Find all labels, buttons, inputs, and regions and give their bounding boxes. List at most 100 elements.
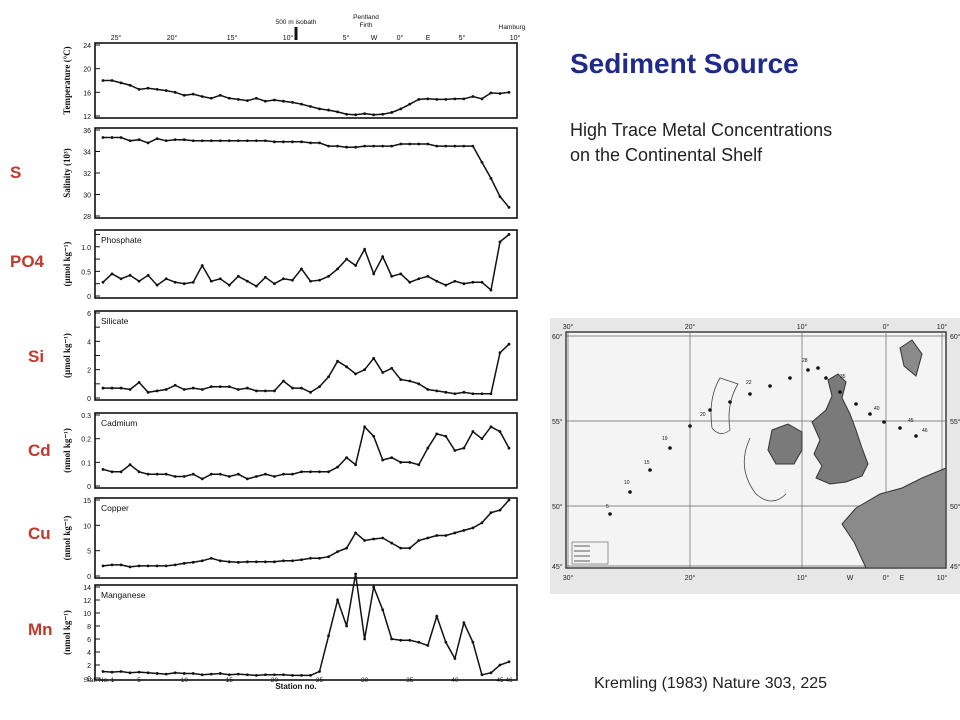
panel-frame bbox=[94, 310, 518, 401]
data-point bbox=[309, 390, 312, 394]
lat-label: 60° bbox=[950, 333, 960, 341]
y-tick-label: 20 bbox=[83, 67, 91, 74]
y-tick-label: 12 bbox=[83, 114, 91, 121]
data-point bbox=[336, 359, 339, 363]
y-tick-label: 12 bbox=[83, 598, 91, 605]
data-point bbox=[480, 673, 484, 677]
data-point bbox=[381, 371, 385, 374]
data-point bbox=[507, 446, 511, 450]
data-point bbox=[101, 136, 105, 139]
data-point bbox=[471, 430, 475, 433]
data-point bbox=[155, 672, 159, 675]
data-point bbox=[390, 144, 394, 148]
data-point bbox=[462, 446, 466, 450]
bottom-lon-label: 20° bbox=[685, 574, 696, 582]
series-label: Cadmium bbox=[101, 418, 137, 428]
data-point bbox=[110, 272, 114, 276]
data-point bbox=[173, 280, 177, 284]
data-point bbox=[372, 537, 376, 541]
data-point bbox=[218, 559, 222, 563]
data-point bbox=[164, 139, 168, 143]
data-point bbox=[291, 278, 294, 282]
data-point bbox=[354, 531, 358, 535]
data-point bbox=[273, 98, 276, 102]
data-point bbox=[309, 279, 312, 283]
data-point bbox=[363, 144, 367, 148]
y-tick-label: 5 bbox=[87, 549, 91, 556]
station-label: 19 bbox=[662, 436, 668, 442]
data-point bbox=[227, 560, 231, 564]
lat-label-left: 45° bbox=[552, 563, 563, 571]
data-point bbox=[254, 284, 258, 288]
data-point bbox=[291, 140, 294, 144]
data-point bbox=[363, 425, 367, 429]
data-point bbox=[453, 279, 457, 283]
data-point bbox=[381, 536, 385, 540]
station-label: 40 bbox=[874, 406, 880, 412]
data-point bbox=[137, 279, 141, 283]
data-point bbox=[264, 99, 267, 103]
series-label: Silicate bbox=[101, 316, 129, 326]
data-point bbox=[399, 378, 403, 381]
data-point bbox=[191, 139, 195, 143]
data-point bbox=[336, 110, 339, 114]
data-point bbox=[480, 280, 484, 284]
data-point bbox=[399, 638, 403, 642]
map-legend bbox=[571, 541, 609, 565]
data-point bbox=[462, 144, 466, 148]
data-point bbox=[489, 91, 493, 95]
x-tick-label: 25 bbox=[316, 677, 324, 684]
data-point bbox=[137, 87, 141, 91]
data-point bbox=[291, 559, 294, 563]
data-point bbox=[372, 272, 376, 276]
y-tick-label: 8 bbox=[87, 624, 91, 631]
y-tick-label: 28 bbox=[83, 214, 91, 221]
top-axis-label: 20° bbox=[167, 34, 178, 42]
series-line bbox=[102, 233, 510, 292]
data-point bbox=[408, 142, 412, 146]
annotation-firth: Firth bbox=[360, 22, 373, 29]
data-point bbox=[173, 671, 177, 675]
data-point bbox=[291, 386, 294, 390]
data-point bbox=[110, 136, 114, 139]
y-tick-label: 0.1 bbox=[81, 460, 91, 467]
slide-subtitle: High Trace Metal Concentrations on the C… bbox=[570, 118, 940, 168]
y-tick-label: 6 bbox=[87, 311, 91, 318]
data-point bbox=[318, 107, 321, 111]
data-point bbox=[218, 139, 222, 143]
data-point bbox=[264, 673, 267, 677]
y-tick-label: 10 bbox=[83, 523, 91, 530]
data-point bbox=[453, 449, 457, 452]
data-point bbox=[507, 660, 511, 664]
data-point bbox=[498, 92, 502, 95]
series-line bbox=[102, 499, 510, 568]
data-point bbox=[507, 206, 511, 209]
data-point bbox=[128, 388, 132, 391]
y-tick-label: 2 bbox=[87, 368, 91, 375]
annotation-pentland: Pentland bbox=[353, 14, 379, 21]
data-point bbox=[408, 546, 412, 550]
data-point bbox=[354, 463, 358, 467]
bottom-lon-label: 0° bbox=[883, 574, 890, 582]
data-point bbox=[191, 472, 195, 476]
top-axis-label: 15° bbox=[227, 34, 238, 42]
y-tick-label: 36 bbox=[83, 128, 91, 135]
y-axis-label: (nmol kg⁻¹) bbox=[62, 428, 72, 473]
data-point bbox=[417, 463, 421, 467]
data-point bbox=[254, 139, 258, 143]
station-dot bbox=[688, 424, 692, 428]
data-point bbox=[119, 386, 123, 390]
data-point bbox=[327, 555, 330, 559]
data-point bbox=[182, 475, 186, 478]
data-point bbox=[426, 446, 430, 450]
data-point bbox=[399, 460, 403, 464]
data-point bbox=[390, 366, 394, 370]
data-point bbox=[399, 107, 403, 111]
data-point bbox=[209, 385, 213, 389]
data-point bbox=[408, 379, 412, 383]
subtitle-line: on the Continental Shelf bbox=[570, 145, 763, 165]
data-point bbox=[318, 278, 321, 282]
y-tick-label: 14 bbox=[83, 585, 91, 592]
data-point bbox=[254, 475, 258, 478]
data-point bbox=[435, 534, 439, 537]
